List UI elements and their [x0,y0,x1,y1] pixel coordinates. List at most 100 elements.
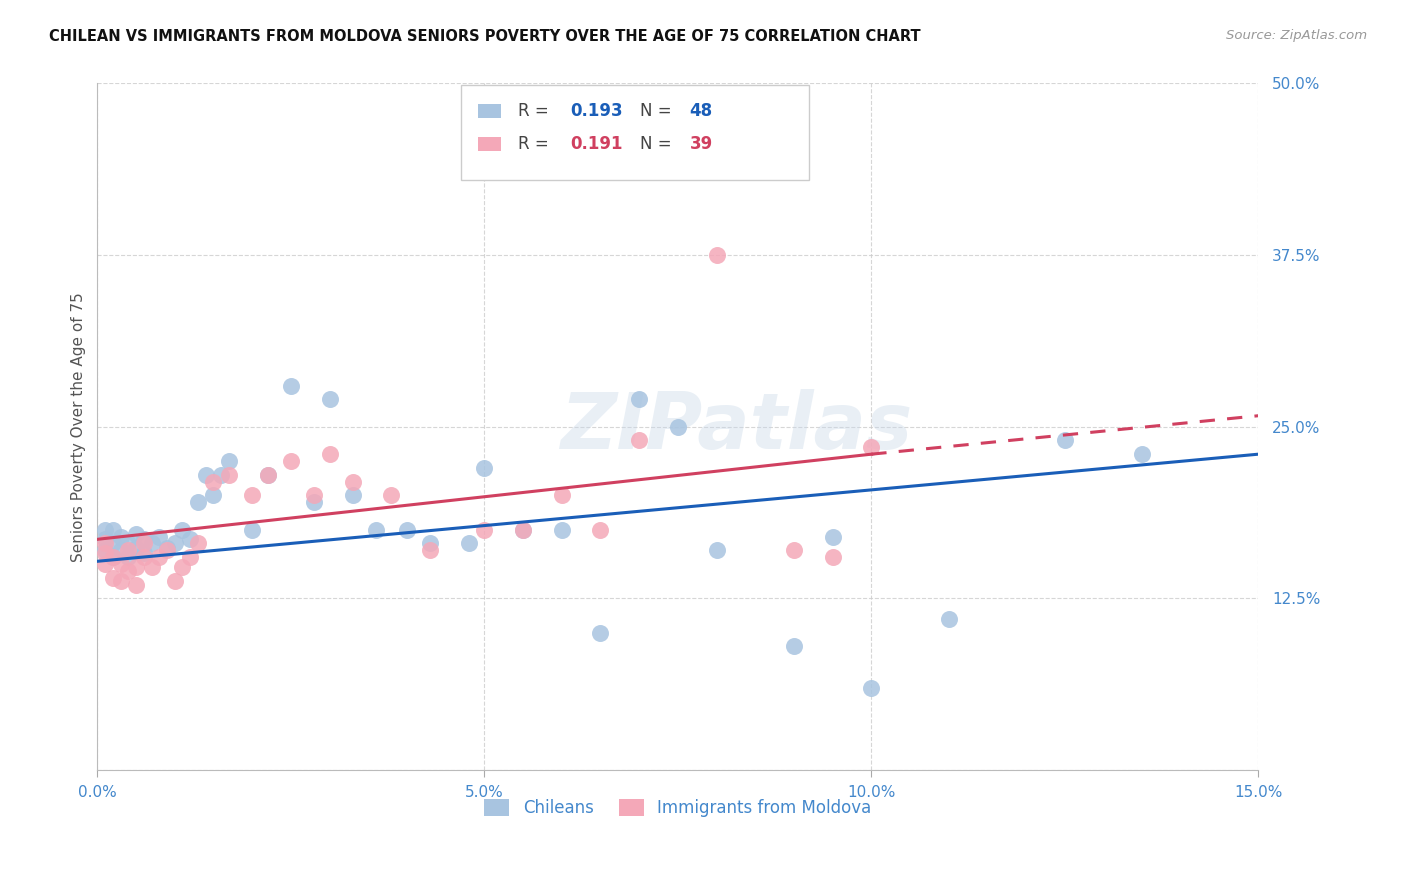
Point [256,467,278,482]
Point [551,488,574,502]
Point [302,488,325,502]
Legend: Chileans, Immigrants from Moldova: Chileans, Immigrants from Moldova [478,792,877,823]
Point [342,488,364,502]
Point [187,536,209,550]
Point [132,550,155,565]
Point [101,523,124,537]
Point [148,530,170,544]
Point [94,533,117,547]
Point [218,454,240,468]
Point [141,536,163,550]
Point [110,574,132,588]
Point [821,530,844,544]
Text: CHILEAN VS IMMIGRANTS FROM MOLDOVA SENIORS POVERTY OVER THE AGE OF 75 CORRELATIO: CHILEAN VS IMMIGRANTS FROM MOLDOVA SENIO… [49,29,921,44]
Point [101,536,124,550]
Point [132,533,155,547]
Y-axis label: Seniors Poverty Over the Age of 75: Seniors Poverty Over the Age of 75 [72,292,86,562]
Point [125,526,148,541]
Point [125,577,148,591]
Point [125,541,148,555]
Point [163,536,186,550]
Point [364,523,387,537]
Point [280,454,302,468]
Point [132,536,155,550]
Point [395,523,418,537]
Point [342,475,364,489]
Point [860,440,883,454]
Point [666,419,689,434]
Text: N =: N = [640,102,676,120]
Point [94,543,117,558]
Point [132,546,155,560]
Point [938,612,960,626]
Point [783,640,806,654]
Point [125,559,148,574]
Point [1130,447,1153,461]
Point [202,488,225,502]
Point [179,533,201,547]
Point [512,523,534,537]
Point [628,434,651,448]
Point [209,467,232,482]
Text: Source: ZipAtlas.com: Source: ZipAtlas.com [1226,29,1367,42]
Point [117,536,139,550]
Point [240,523,263,537]
Point [163,574,186,588]
Point [94,523,117,537]
Point [110,530,132,544]
Point [110,557,132,571]
Point [589,625,612,640]
Point [240,488,263,502]
Point [256,467,278,482]
Point [218,467,240,482]
Point [706,543,728,558]
Point [472,461,495,475]
Point [179,550,201,565]
Point [94,546,117,560]
Text: 39: 39 [689,135,713,153]
Point [280,378,302,392]
Point [551,523,574,537]
Point [419,543,441,558]
Point [628,392,651,407]
Point [783,543,806,558]
Point [589,523,612,537]
Text: R =: R = [517,102,554,120]
Point [101,550,124,565]
Point [860,681,883,695]
Text: N =: N = [640,135,676,153]
FancyBboxPatch shape [478,137,502,151]
Point [302,495,325,509]
Point [148,550,170,565]
Point [141,559,163,574]
Point [512,523,534,537]
Point [94,557,117,571]
Point [101,550,124,565]
Point [457,536,479,550]
Point [194,467,217,482]
Point [706,248,728,262]
Point [101,571,124,585]
FancyBboxPatch shape [461,86,808,180]
FancyBboxPatch shape [478,104,502,118]
Point [202,475,225,489]
Point [172,523,194,537]
Point [318,447,340,461]
Point [172,559,194,574]
Point [156,541,179,555]
Text: 0.193: 0.193 [569,102,623,120]
Point [156,543,179,558]
Point [117,564,139,578]
Text: 0.191: 0.191 [569,135,623,153]
Point [419,536,441,550]
Point [117,550,139,565]
Point [187,495,209,509]
Text: R =: R = [517,135,554,153]
Point [117,543,139,558]
Point [110,543,132,558]
Text: ZIPatlas: ZIPatlas [560,389,912,465]
Point [821,550,844,565]
Point [472,523,495,537]
Point [94,536,117,550]
Point [380,488,402,502]
